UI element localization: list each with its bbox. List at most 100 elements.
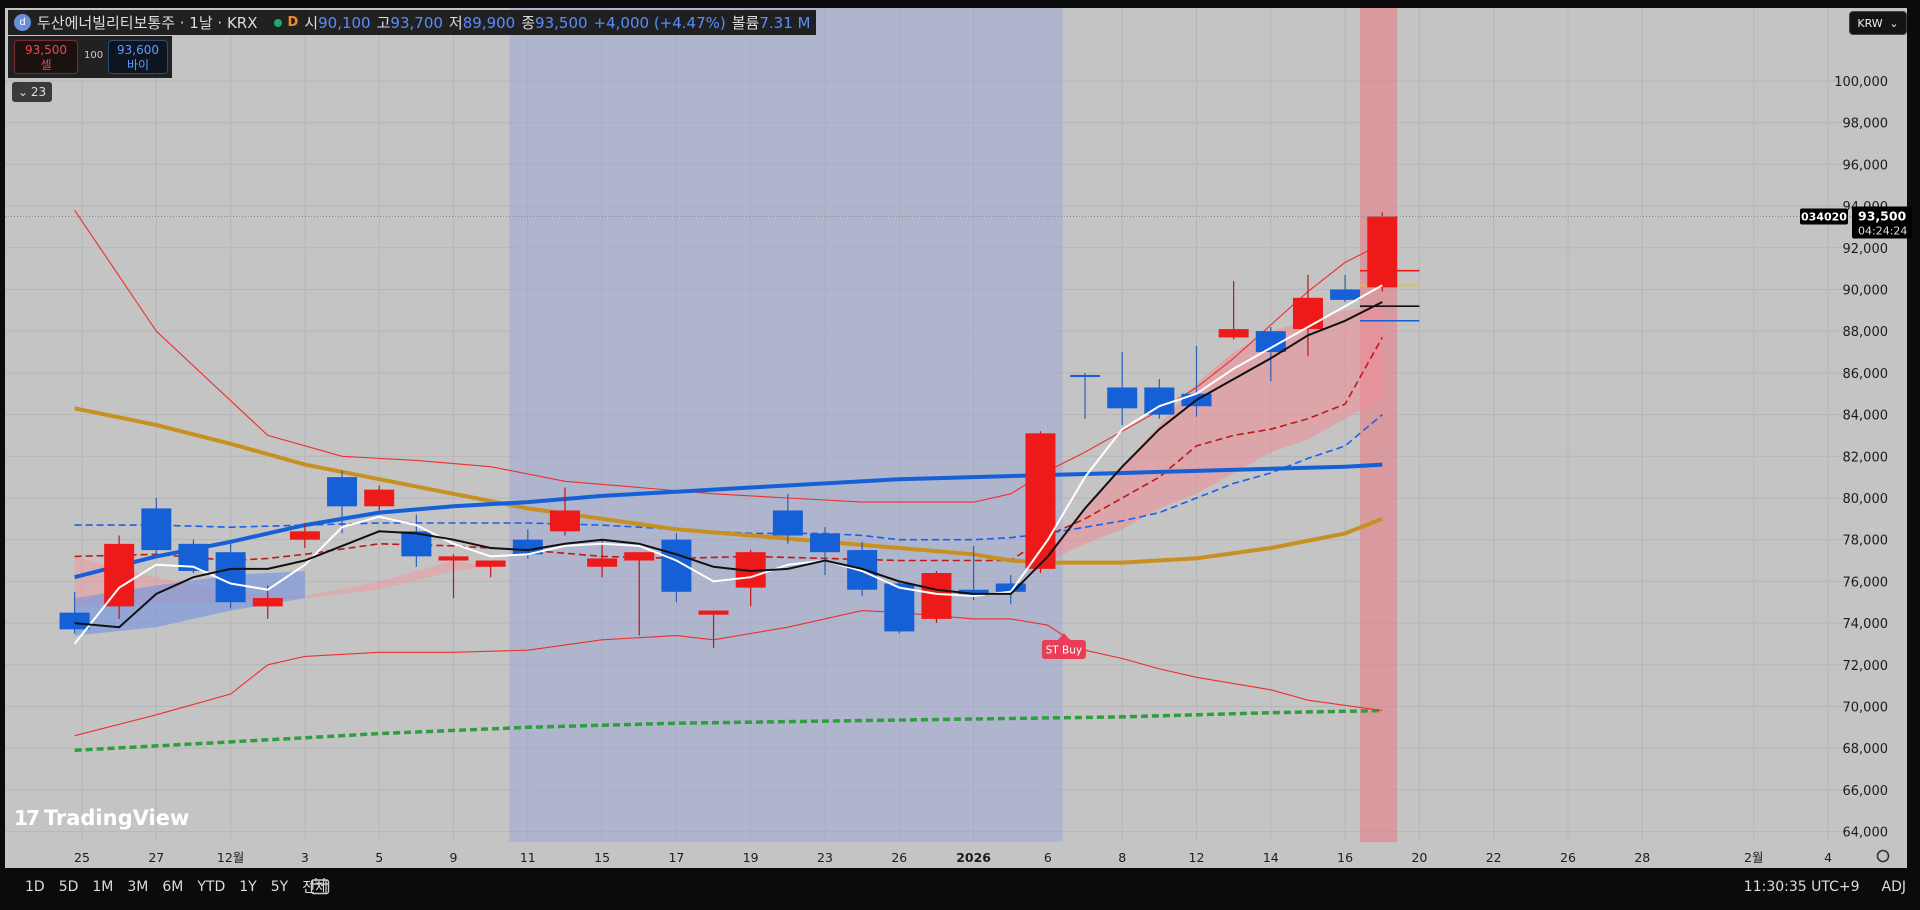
range-button-2[interactable]: 1M bbox=[92, 879, 114, 895]
price-change: +4,000 (+4.47%) bbox=[593, 13, 726, 32]
y-tick-13: 90,000 bbox=[1843, 283, 1889, 298]
x-tick-3: 3 bbox=[301, 850, 309, 865]
candle-body-14 bbox=[587, 558, 618, 567]
range-button-0[interactable]: 1D bbox=[25, 879, 45, 895]
candle-body-20 bbox=[810, 533, 840, 553]
blue-dash-line bbox=[74, 413, 1383, 541]
indicators-collapse-button[interactable]: ⌄ 23 bbox=[12, 82, 52, 102]
x-tick-4: 5 bbox=[375, 850, 383, 865]
y-tick-17: 98,000 bbox=[1843, 117, 1889, 132]
signal-badge bbox=[1041, 640, 1086, 659]
indicator-count: 23 bbox=[30, 85, 47, 99]
candle-body-32 bbox=[1255, 331, 1286, 353]
candle-body-7 bbox=[327, 477, 358, 507]
range-button-5[interactable]: YTD bbox=[197, 879, 226, 895]
shade-range-red bbox=[1359, 8, 1398, 842]
x-tick-11: 26 bbox=[891, 850, 907, 865]
white-ma-line bbox=[73, 284, 1383, 645]
range-button-7[interactable]: 5Y bbox=[270, 879, 289, 895]
sell-button[interactable]: 93,500 셀 bbox=[14, 40, 78, 74]
candle-body-25 bbox=[995, 583, 1026, 592]
candle-body-31 bbox=[1218, 329, 1249, 338]
x-tick-6: 11 bbox=[520, 850, 536, 865]
candle-body-2 bbox=[141, 508, 172, 551]
candle-body-28 bbox=[1107, 387, 1138, 409]
candle-body-13 bbox=[549, 510, 580, 532]
candle-body-4 bbox=[215, 552, 246, 603]
y-tick-8: 80,000 bbox=[1843, 492, 1889, 507]
symbol-code-text: 034020 bbox=[1801, 211, 1847, 224]
trade-panel: 93,500 셀 100 93,600 바이 bbox=[8, 36, 172, 78]
calendar-goto-icon[interactable] bbox=[310, 877, 330, 895]
candle-body-26 bbox=[1025, 433, 1056, 569]
candle-body-11 bbox=[475, 560, 506, 567]
candle-body-5 bbox=[252, 598, 283, 607]
y-tick-5: 74,000 bbox=[1843, 617, 1889, 632]
candle-body-27 bbox=[1070, 374, 1101, 378]
tradingview-mark-icon: 17 bbox=[14, 806, 40, 830]
x-tick-19: 22 bbox=[1486, 850, 1502, 865]
x-tick-0: 25 bbox=[74, 850, 90, 865]
candle-body-17 bbox=[698, 610, 729, 615]
y-tick-16: 96,000 bbox=[1843, 158, 1889, 173]
symbol-logo-icon: d bbox=[14, 14, 31, 31]
ohlc-low: 저89,900 bbox=[448, 14, 516, 32]
x-tick-2: 12월 bbox=[217, 850, 244, 865]
currency-label: KRW bbox=[1857, 16, 1883, 30]
x-tick-13: 6 bbox=[1044, 850, 1052, 865]
chart-background bbox=[5, 8, 1907, 868]
x-tick-8: 17 bbox=[668, 850, 684, 865]
x-tick-17: 16 bbox=[1337, 850, 1353, 865]
sell-price: 93,500 bbox=[25, 43, 67, 57]
black-ma-line bbox=[74, 301, 1383, 629]
timeframe-badge: D bbox=[287, 15, 299, 30]
x-tick-12: 2026 bbox=[956, 850, 991, 865]
range-selector: 1D 5D 1M 3M 6M YTD 1Y 5Y 전체 bbox=[18, 868, 335, 906]
x-tick-22: 2월 bbox=[1744, 850, 1763, 865]
candle-body-23 bbox=[921, 573, 952, 619]
bb-upper-line bbox=[74, 209, 1383, 503]
y-tick-11: 86,000 bbox=[1843, 367, 1889, 382]
candle-body-15 bbox=[624, 552, 655, 561]
y-tick-2: 68,000 bbox=[1843, 742, 1889, 757]
buy-button[interactable]: 93,600 바이 bbox=[108, 40, 168, 74]
candle-body-0 bbox=[59, 612, 90, 630]
range-button-6[interactable]: 1Y bbox=[239, 879, 257, 895]
candle-body-35 bbox=[1367, 216, 1398, 288]
candle-body-22 bbox=[884, 583, 915, 632]
y-tick-14: 92,000 bbox=[1843, 242, 1889, 257]
bb-lower-line bbox=[74, 610, 1383, 737]
candle-body-8 bbox=[364, 489, 395, 507]
range-button-1[interactable]: 5D bbox=[58, 879, 79, 895]
x-tick-16: 14 bbox=[1263, 850, 1279, 865]
x-tick-18: 20 bbox=[1411, 850, 1427, 865]
y-tick-0: 64,000 bbox=[1843, 826, 1889, 841]
symbol-header[interactable]: d 두산에너빌리티보통주 · 1날 · KRX D 시90,100 고93,70… bbox=[8, 10, 817, 35]
candle-body-24 bbox=[958, 589, 989, 596]
x-tick-5: 9 bbox=[450, 850, 458, 865]
x-tick-9: 19 bbox=[743, 850, 759, 865]
tradingview-logo: 17 TradingView bbox=[14, 806, 189, 830]
adjust-toggle[interactable]: ADJ bbox=[1881, 879, 1907, 895]
buy-label: 바이 bbox=[126, 58, 150, 72]
x-tick-15: 12 bbox=[1189, 850, 1205, 865]
y-tick-9: 82,000 bbox=[1843, 450, 1889, 465]
symbol-title[interactable]: 두산에너빌리티보통주 · 1날 · KRX bbox=[37, 14, 258, 32]
candle-countdown-text: 04:24:24 bbox=[1858, 225, 1907, 238]
x-tick-21: 28 bbox=[1634, 850, 1650, 865]
currency-selector[interactable]: KRW ⌄ bbox=[1849, 11, 1907, 35]
signal-label: ST Buy bbox=[1046, 645, 1083, 657]
clock-timezone[interactable]: 11:30:35 UTC+9 bbox=[1743, 879, 1860, 895]
x-tick-1: 27 bbox=[148, 850, 164, 865]
y-tick-4: 72,000 bbox=[1843, 659, 1889, 674]
volume-readout: 볼륨7.31 M bbox=[731, 14, 811, 32]
range-button-3[interactable]: 3M bbox=[127, 879, 149, 895]
order-qty[interactable]: 100 bbox=[84, 50, 104, 61]
candle-body-34 bbox=[1330, 289, 1361, 300]
bottom-toolbar: 1D 5D 1M 3M 6M YTD 1Y 5Y 전체 11:30:35 UTC+9 ADJ bbox=[0, 868, 1920, 906]
range-button-4[interactable]: 6M bbox=[162, 879, 184, 895]
x-tick-14: 8 bbox=[1118, 850, 1126, 865]
candle-body-1 bbox=[104, 543, 135, 607]
